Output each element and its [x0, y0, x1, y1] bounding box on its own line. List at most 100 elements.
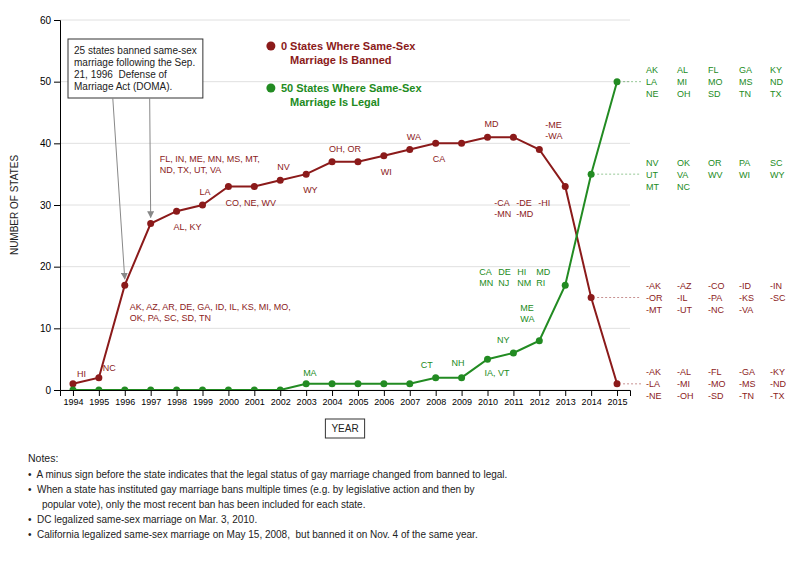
x-tick-mark [254, 390, 255, 396]
point-annotation-text: NH [452, 358, 465, 368]
x-tick-mark [280, 390, 281, 396]
point-annotation-text: -MO [708, 379, 726, 389]
y-tick-label: 20 [40, 261, 52, 272]
series-point [225, 387, 232, 391]
point-annotation: FL, IN, ME, MN, MS, MT,ND, TX, UT, VA [160, 154, 260, 175]
x-tick-mark [565, 390, 566, 396]
point-annotation-text: -DE [516, 198, 532, 208]
legend-marker [266, 42, 275, 51]
x-tick: 2012 [530, 390, 550, 407]
point-annotation-text: HI [77, 369, 86, 379]
point-annotation: NY [497, 335, 510, 345]
x-tick-mark [617, 390, 618, 396]
point-annotation-text: -MI [677, 379, 690, 389]
x-tick-label: 2001 [245, 397, 265, 407]
x-tick-label: 2003 [297, 397, 317, 407]
y-tick: 50 [40, 76, 60, 87]
point-annotation-text: -PA [708, 293, 722, 303]
point-annotation: -AK-AL-FL-GA-KY-LA-MI-MO-MS-ND-NE-OH-SD-… [623, 367, 786, 401]
series-point [432, 374, 439, 381]
x-tick-mark [125, 390, 126, 396]
point-annotation-text: CA [479, 267, 492, 277]
series-point [510, 350, 517, 357]
x-tick: 2009 [452, 390, 472, 407]
point-annotation-text: -IN [770, 281, 782, 291]
series-line [73, 82, 617, 390]
series-point [432, 140, 439, 147]
series-point [277, 177, 284, 184]
y-tick-label: 30 [40, 200, 52, 211]
point-annotation-text: HI [517, 267, 526, 277]
x-tick-label: 2013 [556, 397, 576, 407]
y-tick-label: 10 [40, 323, 52, 334]
y-tick-mark [54, 390, 60, 391]
series-point [484, 356, 491, 363]
point-annotation-text: UT [646, 170, 658, 180]
x-tick-mark [539, 390, 540, 396]
x-axis-title-group: YEAR [325, 419, 364, 438]
series-point [329, 380, 336, 387]
x-tick-mark [488, 390, 489, 396]
x-tick-mark [591, 390, 592, 396]
legend-label-line: Marriage Is Legal [281, 96, 380, 108]
x-tick-label: 1997 [141, 397, 161, 407]
x-tick-mark [462, 390, 463, 396]
point-annotation-text: -AK [646, 367, 661, 377]
point-annotation-text: NC [103, 363, 116, 373]
point-annotation-text: AL [677, 65, 688, 75]
series-point [199, 387, 206, 391]
point-annotation-text: MA [303, 368, 317, 378]
point-annotation: CADEHIMDMNNJNMRI [479, 267, 550, 288]
point-annotation-text: -ND [770, 379, 786, 389]
x-tick: 2003 [297, 390, 317, 407]
point-annotation-text: VA [677, 170, 688, 180]
point-annotation: NVOKORPASCUTVAWVWIWYMTNC [597, 158, 784, 192]
x-tick: 2001 [245, 390, 265, 407]
y-tick: 60 [40, 15, 60, 26]
series-point [173, 387, 180, 391]
point-annotation-text: OK, PA, SC, SD, TN [130, 313, 211, 323]
point-annotation-text: SD [708, 89, 721, 99]
series-point [484, 134, 491, 141]
point-annotation-text: OH, OR [329, 144, 362, 154]
point-annotation-text: LA [646, 77, 657, 87]
series-point [95, 387, 102, 391]
series-point [121, 387, 128, 391]
point-annotation: OH, OR [329, 144, 362, 154]
point-annotation: LA [200, 187, 211, 197]
x-tick: 2005 [348, 390, 368, 407]
y-tick-label: 40 [40, 138, 52, 149]
x-axis: 1994199519961997199819992000200120022003… [61, 390, 631, 407]
series-point [562, 183, 569, 190]
point-annotation: -AK-AZ-CO-ID-IN-OR-IL-PA-KS-SC-MT-UT-NC-… [597, 281, 786, 315]
x-tick-label: 1998 [167, 397, 187, 407]
point-annotation-text: -TX [770, 391, 785, 401]
point-annotation: CT [421, 360, 433, 370]
x-tick: 1996 [115, 390, 135, 407]
point-annotation-text: -TN [739, 391, 754, 401]
series-line [73, 137, 617, 384]
y-tick-label: 50 [40, 76, 52, 87]
point-annotation-text: -ME [545, 120, 562, 130]
point-annotation-text: PA [739, 158, 750, 168]
y-tick-mark [54, 143, 60, 144]
annotation-text-line: Marriage Act (DOMA). [74, 81, 172, 92]
x-tick: 2004 [323, 390, 343, 407]
point-annotation-text: TX [770, 89, 782, 99]
annotation-text-line: 21, 1996 Defense of [74, 69, 167, 80]
point-annotation-text: -KY [770, 367, 785, 377]
y-tick-label: 0 [45, 385, 51, 396]
point-annotation-text: SC [770, 158, 783, 168]
point-annotation: NV [277, 162, 290, 172]
x-tick-label: 2000 [219, 397, 239, 407]
legend-label-line: 50 States Where Same-Sex [281, 82, 423, 94]
x-tick-label: 1995 [89, 397, 109, 407]
y-axis-line [54, 21, 61, 391]
point-annotation: -ME-WA [545, 120, 562, 141]
x-tick-label: 1994 [63, 397, 83, 407]
note-line: • DC legalized same-sex marriage on Mar.… [28, 514, 257, 525]
x-tick: 2011 [504, 390, 523, 407]
x-tick: 2013 [556, 390, 576, 407]
point-annotation-text: -ID [739, 281, 751, 291]
series-point [251, 387, 258, 391]
